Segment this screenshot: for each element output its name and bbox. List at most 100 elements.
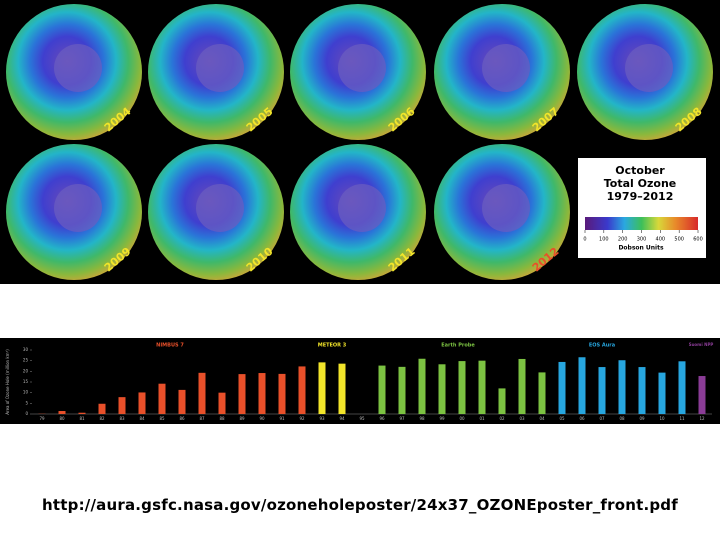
- antarctica: [338, 44, 386, 92]
- y-tick-label: 0: [25, 411, 28, 416]
- satellite-label: NIMBUS 7: [156, 343, 184, 349]
- x-tick-label: 82: [99, 416, 105, 421]
- bar: [78, 412, 86, 414]
- bar: [578, 357, 586, 414]
- satellite-label: METEOR 3: [318, 343, 347, 349]
- bar: [638, 367, 646, 414]
- x-tick-label: 05: [559, 416, 565, 421]
- x-tick-label: 84: [139, 416, 145, 421]
- bar: [418, 358, 426, 414]
- x-tick-label: 79: [39, 416, 45, 421]
- satellite-label: Earth Probe: [441, 343, 475, 349]
- antarctica: [482, 44, 530, 92]
- legend-title: 1979–2012: [607, 190, 674, 203]
- bar-chart: Area of Ozone Hole (million km²) 05101520…: [0, 338, 720, 424]
- x-tick-label: 02: [499, 416, 505, 421]
- x-tick-label: 06: [579, 416, 585, 421]
- x-tick-label: 97: [399, 416, 405, 421]
- x-tick-label: 08: [619, 416, 625, 421]
- color-bar: [585, 217, 698, 230]
- x-tick-label: 86: [179, 416, 185, 421]
- chart-background: [0, 338, 720, 424]
- color-bar-tick-label: 600: [693, 237, 703, 243]
- x-tick-label: 11: [679, 416, 685, 421]
- legend-title: October: [615, 164, 665, 177]
- bar: [518, 358, 526, 414]
- x-tick-label: 88: [219, 416, 225, 421]
- bar: [658, 372, 666, 414]
- satellite-label: EOS Aura: [589, 343, 615, 349]
- x-tick-label: 90: [259, 416, 265, 421]
- bar: [278, 373, 286, 414]
- antarctica: [196, 184, 244, 232]
- bar: [538, 372, 546, 414]
- bar: [338, 363, 346, 414]
- bar: [558, 361, 566, 414]
- x-tick-label: 96: [379, 416, 385, 421]
- x-tick-label: 01: [479, 416, 485, 421]
- x-tick-label: 87: [199, 416, 205, 421]
- x-tick-label: 03: [519, 416, 525, 421]
- y-tick-label: 15: [23, 379, 29, 384]
- antarctica: [338, 184, 386, 232]
- legend-title: Total Ozone: [604, 177, 676, 190]
- x-tick-label: 93: [319, 416, 325, 421]
- y-tick-label: 10: [23, 390, 29, 395]
- y-axis-label: Area of Ozone Hole (million km²): [5, 349, 10, 415]
- bar: [178, 389, 186, 414]
- x-tick-label: 07: [599, 416, 605, 421]
- bar: [198, 372, 206, 414]
- bar: [138, 392, 146, 414]
- legend-unit: Dobson Units: [618, 245, 664, 252]
- bar: [458, 361, 466, 414]
- antarctica: [625, 44, 673, 92]
- x-tick-label: 80: [59, 416, 65, 421]
- bar: [478, 360, 486, 414]
- bar: [378, 365, 386, 414]
- antarctica: [482, 184, 530, 232]
- antarctica: [54, 184, 102, 232]
- bar: [238, 374, 246, 414]
- bar: [618, 360, 626, 414]
- bar: [298, 366, 306, 414]
- y-tick-label: 5: [25, 400, 28, 405]
- antarctica: [196, 44, 244, 92]
- antarctica: [54, 44, 102, 92]
- color-bar-tick-label: 100: [599, 237, 609, 243]
- bar: [118, 397, 126, 414]
- x-tick-label: 09: [639, 416, 645, 421]
- color-bar-tick-label: 200: [618, 237, 628, 243]
- x-tick-label: 85: [159, 416, 165, 421]
- bar: [698, 376, 706, 414]
- color-bar-tick-label: 0: [583, 237, 586, 243]
- bar: [258, 373, 266, 414]
- x-tick-label: 00: [459, 416, 465, 421]
- bar: [318, 362, 326, 414]
- x-tick-label: 10: [659, 416, 665, 421]
- source-url: http://aura.gsfc.nasa.gov/ozoneholeposte…: [42, 496, 678, 514]
- bar: [438, 364, 446, 414]
- legend-box: [578, 158, 706, 258]
- x-tick-label: 12: [699, 416, 705, 421]
- x-tick-label: 81: [79, 416, 85, 421]
- y-tick-label: 30: [23, 347, 29, 352]
- x-tick-label: 83: [119, 416, 125, 421]
- bar: [398, 366, 406, 414]
- color-bar-tick-label: 400: [656, 237, 666, 243]
- x-tick-label: 91: [279, 416, 285, 421]
- x-tick-label: 89: [239, 416, 245, 421]
- y-tick-label: 20: [23, 368, 29, 373]
- bar: [218, 392, 226, 414]
- x-tick-label: 92: [299, 416, 305, 421]
- x-tick-label: 95: [359, 416, 365, 421]
- bar: [98, 403, 106, 414]
- x-tick-label: 99: [439, 416, 445, 421]
- x-tick-label: 04: [539, 416, 545, 421]
- satellite-label: Suomi NPP: [689, 342, 714, 347]
- bar: [158, 383, 166, 414]
- x-tick-label: 98: [419, 416, 425, 421]
- bar: [598, 367, 606, 414]
- x-tick-label: 94: [339, 416, 345, 421]
